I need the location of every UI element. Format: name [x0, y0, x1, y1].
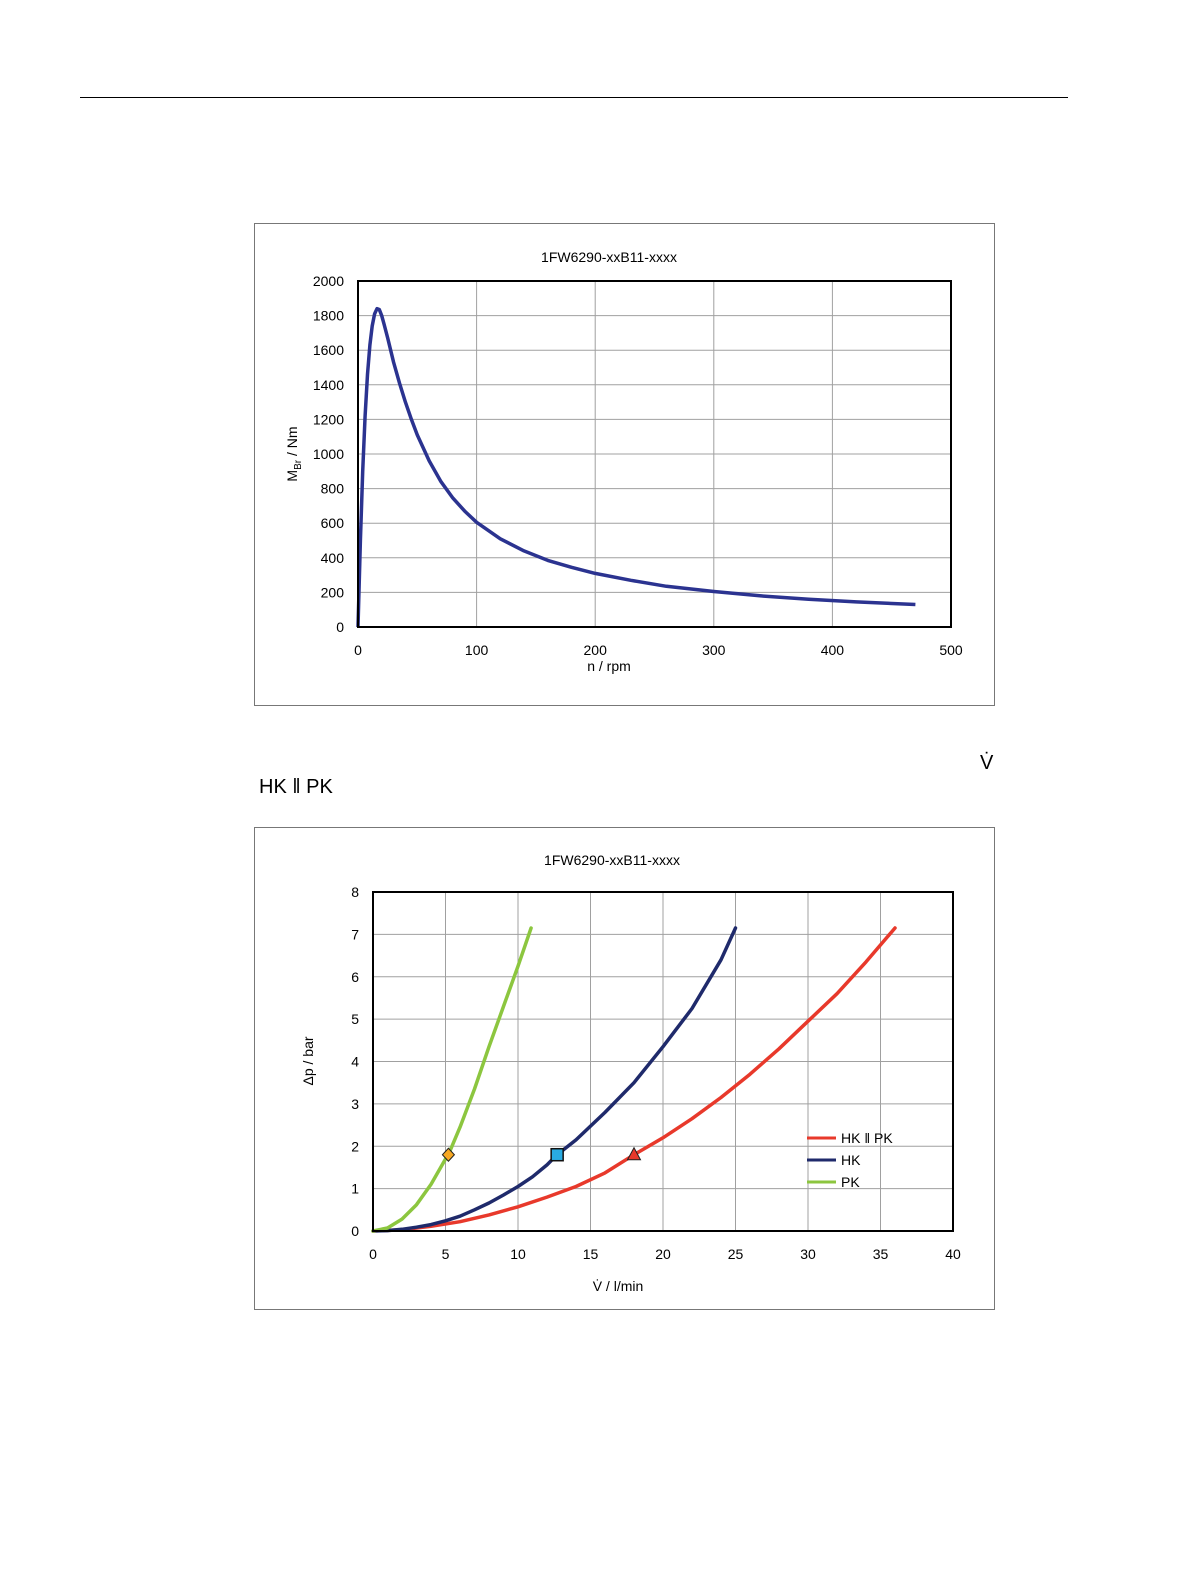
y-axis-label: Δp / bar: [300, 1036, 316, 1085]
y-tick-label: 1800: [313, 308, 344, 324]
legend-label: HK ‖ PK: [841, 1130, 893, 1146]
y-tick-label: 7: [351, 926, 359, 942]
x-tick-label: 40: [945, 1246, 961, 1262]
y-tick-label: 2: [351, 1138, 359, 1154]
legend-label: HK: [841, 1152, 861, 1168]
y-axis-label: MBr / Nm: [284, 426, 304, 481]
y-tick-label: 5: [351, 1011, 359, 1027]
legend-label: PK: [841, 1174, 860, 1190]
braking-torque-chart-frame: 1FW6290-xxB11-xxxx 0 200 400 600 800 1000 1200…: [254, 223, 995, 706]
x-tick-label: 5: [442, 1246, 450, 1262]
x-tick-label: 0: [369, 1246, 377, 1262]
y-tick-label: 200: [321, 584, 345, 600]
y-tick-label: 1000: [313, 446, 344, 462]
triangle-marker: [626, 1146, 642, 1161]
x-tick-label: 30: [800, 1246, 816, 1262]
y-tick-label: 6: [351, 969, 359, 985]
chart-title: 1FW6290-xxB11-xxxx: [541, 249, 677, 265]
plot-border: [372, 891, 954, 1232]
torque-curve: [356, 306, 916, 628]
series-line-1: [371, 926, 738, 1233]
diamond-marker: [441, 1147, 456, 1162]
y-tick-label: 2000: [313, 273, 344, 289]
y-tick-labels: 0 200 400 600 800 1000 1200 1400 1600 1800 2000: [313, 273, 344, 635]
braking-torque-chart: 1FW6290-xxB11-xxxx 020040060080010001200…: [284, 249, 963, 674]
y-tick-label: 0: [351, 1223, 359, 1239]
x-tick-label: 20: [655, 1246, 671, 1262]
y-tick-label: 1400: [313, 377, 344, 393]
y-tick-labels: 0 1 2 3 4 5 6 7 8: [351, 884, 359, 1239]
x-tick-label: 400: [821, 642, 845, 658]
x-tick-label: 0: [354, 642, 362, 658]
x-axis-label: V̇ / l/min: [593, 1278, 644, 1294]
legend: HK ‖ PK HK PK: [807, 1130, 893, 1190]
y-tick-label: 1600: [313, 342, 344, 358]
y-tick-label: 600: [321, 515, 345, 531]
x-axis-label: n / rpm: [587, 658, 631, 674]
y-tick-label: 0: [336, 619, 344, 635]
x-tick-label: 200: [584, 642, 608, 658]
y-tick-label: 8: [351, 884, 359, 900]
parallel-circuit-label: HK ‖ PK: [259, 776, 333, 798]
x-tick-label: 100: [465, 642, 489, 658]
series-lines: [371, 926, 897, 1233]
x-tick-label: 35: [873, 1246, 889, 1262]
square-marker: [550, 1147, 564, 1162]
y-tick-label: 3: [351, 1096, 359, 1112]
y-tick-label: 800: [321, 481, 345, 497]
series-line-2: [371, 926, 533, 1233]
series-line-0: [371, 926, 897, 1233]
header-rule: [80, 97, 1068, 98]
pressure-loss-chart: 1FW6290-xxB11-xxxx 0 1 2 3 4 5 6 7 8 0 5 10 15 20 25 3…: [300, 852, 961, 1294]
x-tick-label: 500: [939, 642, 963, 658]
flow-rate-symbol: V̇: [980, 752, 994, 774]
chart-title: 1FW6290-xxB11-xxxx: [544, 852, 680, 868]
x-tick-label: 25: [728, 1246, 744, 1262]
y-tick-label: 4: [351, 1054, 359, 1070]
pressure-loss-chart-frame: 1FW6290-xxB11-xxxx 0 1 2 3 4 5 6 7 8 0 5 10 15 20 25 3…: [254, 827, 995, 1310]
y-tick-label: 1: [351, 1181, 359, 1197]
x-tick-label: 300: [702, 642, 726, 658]
x-tick-label: 15: [583, 1246, 599, 1262]
y-tick-label: 400: [321, 550, 345, 566]
grid: [357, 280, 952, 628]
x-tick-labels: 0 100 200 300 400 500: [354, 642, 963, 658]
plot-border: [357, 280, 952, 628]
grid: [372, 891, 954, 1232]
series-markers: [441, 1146, 642, 1162]
y-tick-label: 1200: [313, 411, 344, 427]
x-tick-label: 10: [510, 1246, 526, 1262]
x-tick-labels: 0 5 10 15 20 25 30 35 40: [369, 1246, 961, 1262]
